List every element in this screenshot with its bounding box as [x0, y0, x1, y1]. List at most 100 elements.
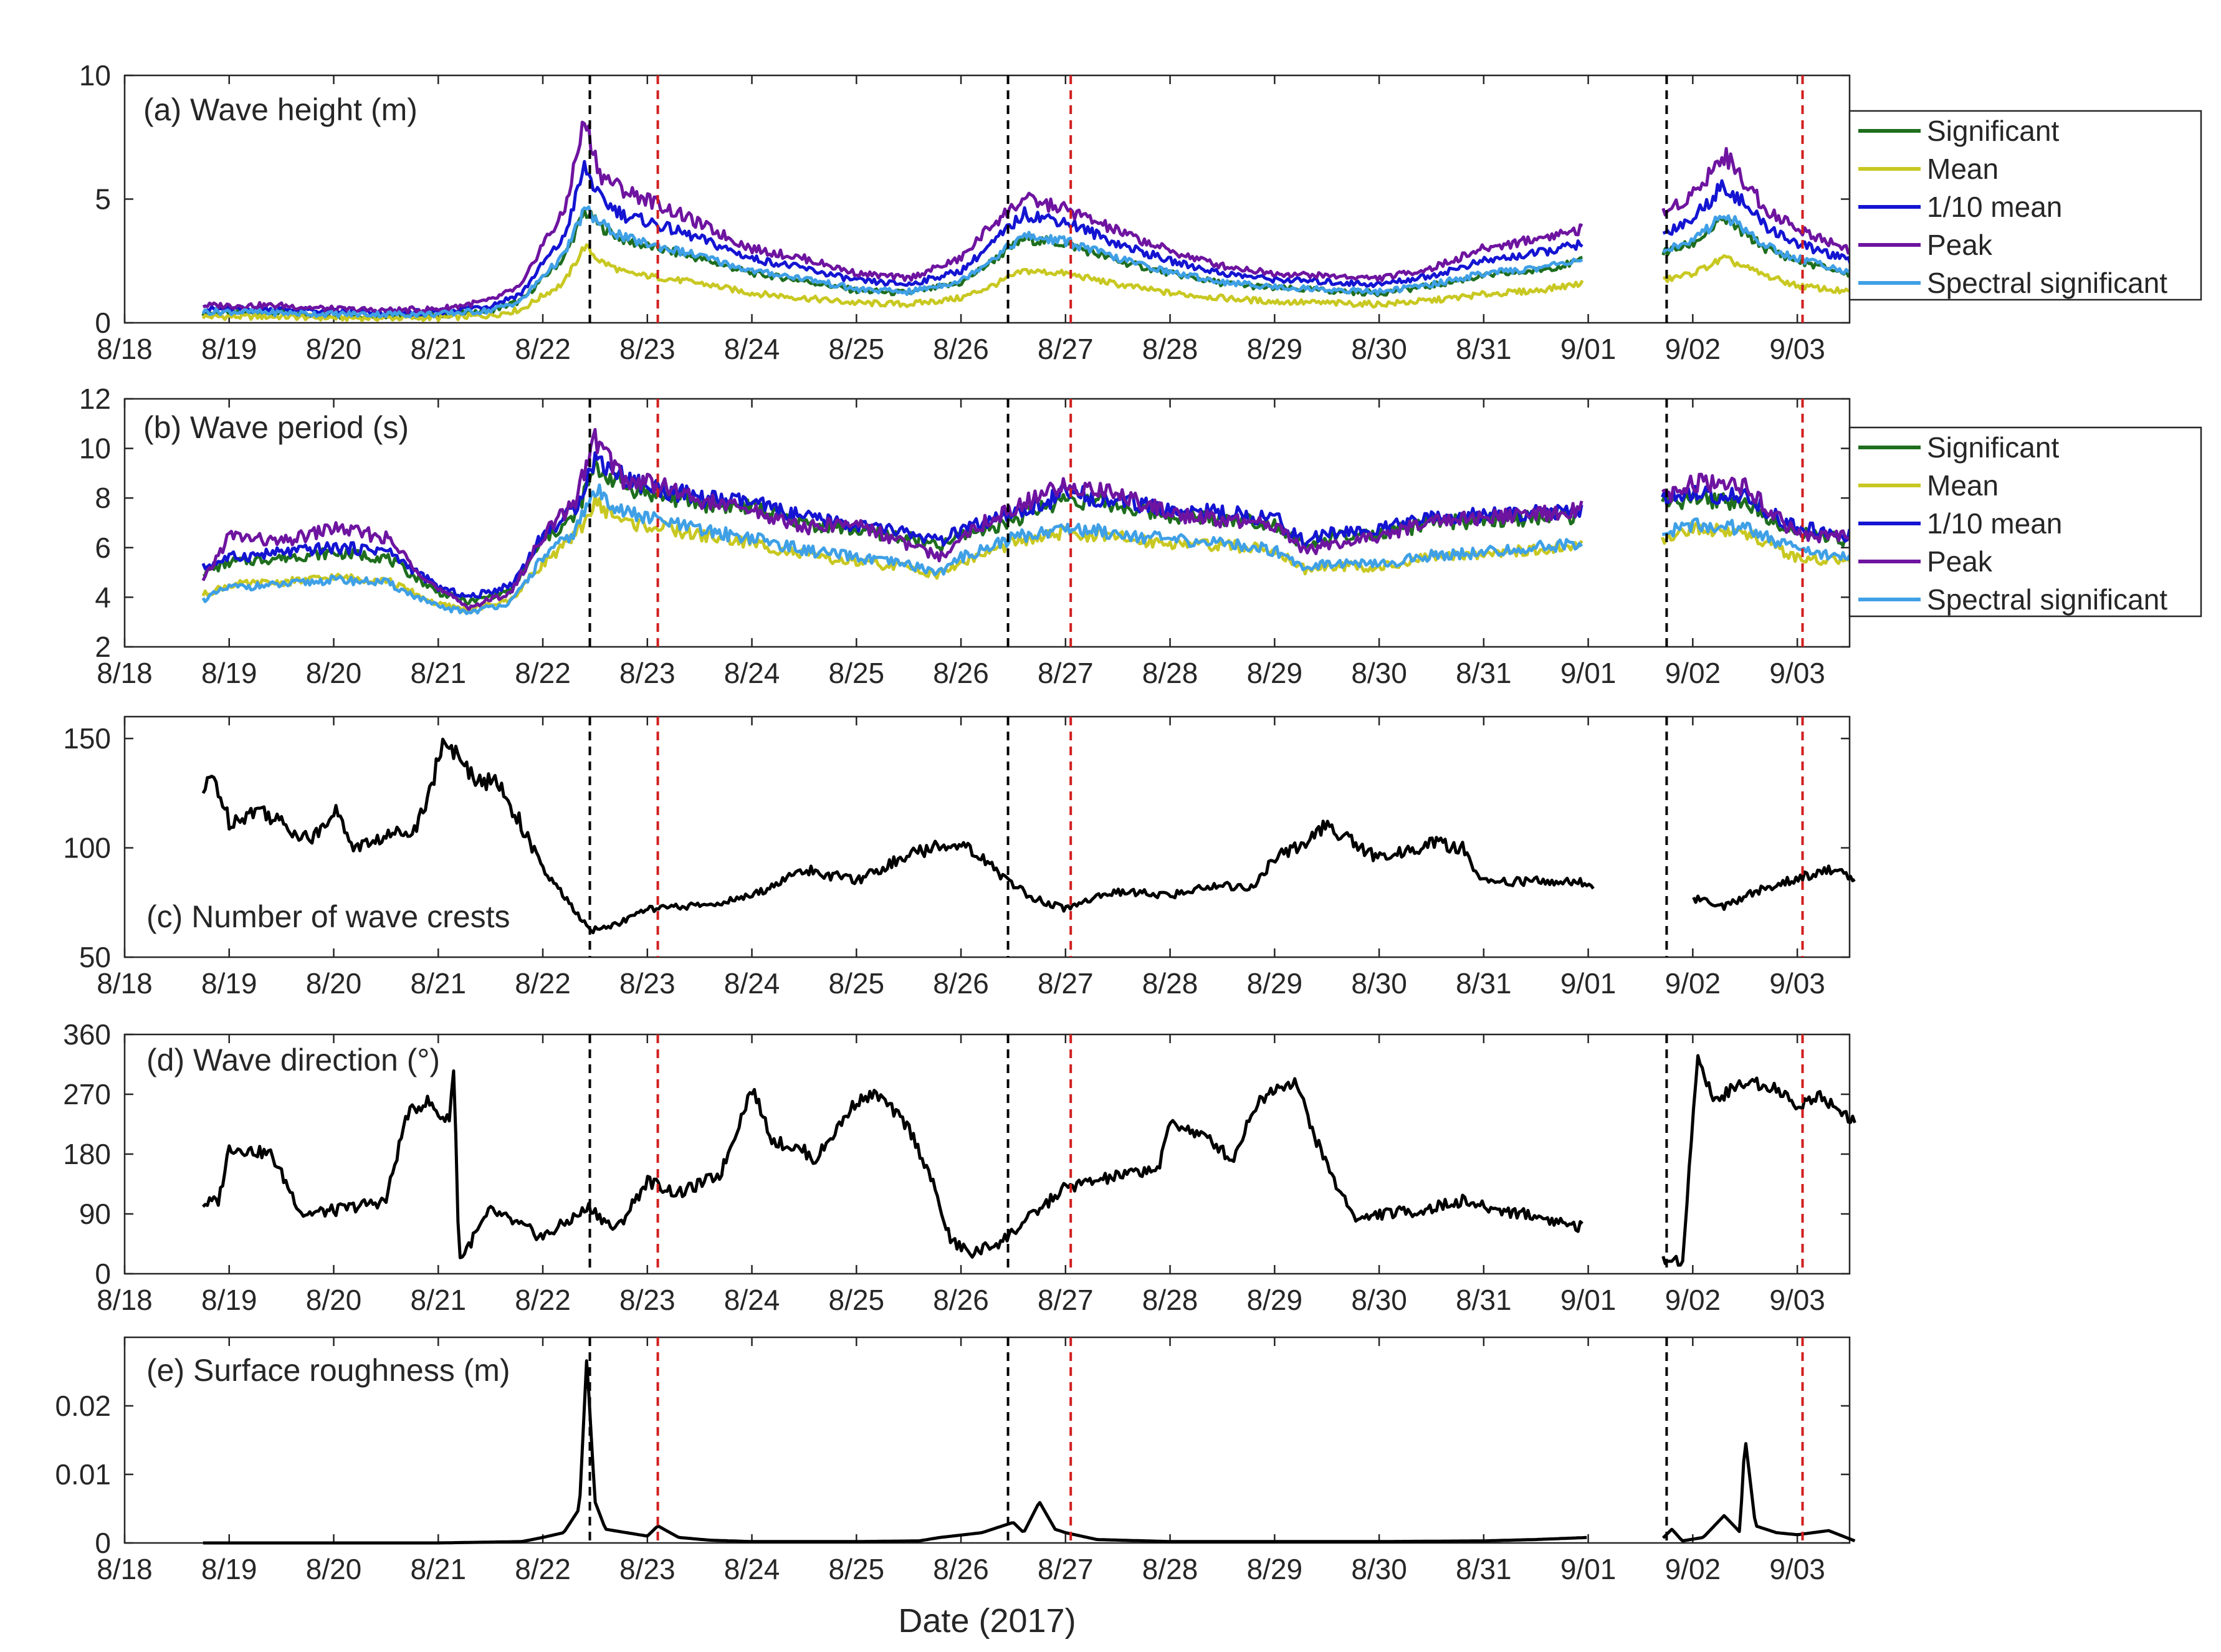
panel-d-chart: (d) Wave direction (°) 8/18 8/19 8/20 8/21 8…	[63, 1018, 1856, 1316]
panel-b-xtick-label: 8/18	[97, 657, 153, 689]
panel-c-xtick-label: 8/31	[1456, 967, 1512, 1000]
panel-b-series-spectral-significant	[201, 483, 1851, 616]
panel-d-xtick-label: 8/30	[1351, 1284, 1407, 1316]
panel-c-xtick-label: 9/03	[1769, 967, 1825, 1000]
legend-b-items: Significant Mean 1/10 mean Peak Spectral sig…	[1858, 431, 2167, 616]
panel-b-xtick-label: 9/01	[1560, 657, 1617, 689]
panel-d-xtick-label: 8/25	[829, 1284, 885, 1316]
panel-c-xtick-label: 9/02	[1665, 967, 1721, 1000]
panel-a-xtick-label: 8/20	[306, 333, 362, 365]
panel-e-xtick-label: 8/23	[619, 1553, 676, 1585]
panel-e-xtick-label: 8/29	[1247, 1553, 1303, 1585]
panel-d-title: (d) Wave direction (°)	[146, 1043, 440, 1077]
panel-c-xtick-label: 8/26	[933, 967, 989, 1000]
panel-b-series-1-10-mean	[201, 451, 1851, 599]
panel-a-xtick-label: 9/03	[1769, 333, 1825, 365]
panel-c-series-number-of-wave-crests	[201, 737, 1856, 935]
panel-e-xtick-label: 9/02	[1665, 1553, 1721, 1585]
panel-e-xtick-label: 8/21	[411, 1553, 467, 1585]
panel-a-xtick-label: 8/21	[411, 333, 467, 365]
panel-b-ytick-label: 4	[95, 581, 111, 613]
legend-a-label: Significant	[1927, 115, 2059, 147]
panel-c-xtick-label: 8/30	[1351, 967, 1407, 1000]
panel-e-ytick-label: 0.01	[55, 1458, 111, 1491]
panel-d-xtick-label: 8/21	[411, 1284, 467, 1316]
panel-b-chart: (b) Wave period (s) 8/18 8/19 8/20 8/21 8/22…	[79, 383, 1851, 689]
panel-a-ytick-label: 5	[95, 183, 111, 216]
panel-e-chart: (e) Surface roughness (m) 8/18 8/19 8/20 8/…	[55, 1336, 1856, 1585]
panel-a-xtick-label: 9/02	[1665, 333, 1721, 365]
panel-c-chart: (c) Number of wave crests 8/18 8/19 8/20 8/…	[63, 715, 1856, 1000]
panel-c-xtick-label: 8/25	[829, 967, 885, 1000]
panel-e-xtick-label: 8/28	[1142, 1553, 1198, 1585]
panel-c-xtick-label: 8/22	[515, 967, 571, 1000]
panel-b-xtick-label: 8/31	[1456, 657, 1512, 689]
panel-e-ytick-label: 0	[95, 1527, 111, 1559]
panel-d-xtick-label: 8/19	[201, 1284, 257, 1316]
panel-b-xtick-label: 9/02	[1665, 657, 1721, 689]
panel-c-xtick-label: 8/24	[724, 967, 780, 1000]
panel-d-xtick-label: 8/27	[1038, 1284, 1094, 1316]
panel-d-xtick-label: 8/18	[97, 1284, 153, 1316]
panel-d-marks: 8/18 8/19 8/20 8/21 8/22 8/23 8/24 8/25 8/26 8/27…	[63, 1018, 1856, 1316]
panel-b-ytick-label: 2	[95, 631, 111, 663]
panel-e-xtick-label: 8/25	[829, 1553, 885, 1585]
legend-b-label: Spectral significant	[1927, 583, 2167, 616]
panel-e-xtick-label: 8/26	[933, 1553, 989, 1585]
panel-a-xtick-label: 8/19	[201, 333, 257, 365]
panel-e-title: (e) Surface roughness (m)	[146, 1353, 510, 1388]
panel-b-marks: 8/18 8/19 8/20 8/21 8/22 8/23 8/24 8/25 8/26 8/27…	[79, 383, 1851, 689]
panel-a-xtick-label: 8/24	[724, 333, 780, 365]
panel-e-ytick-label: 0.02	[55, 1390, 111, 1422]
panel-c-xtick-label: 8/20	[306, 967, 362, 1000]
panel-b-series-peak	[201, 427, 1850, 611]
panel-c-marks: 8/18 8/19 8/20 8/21 8/22 8/23 8/24 8/25 8/26 8/27…	[63, 717, 1856, 1000]
panel-e-xtick-label: 9/03	[1769, 1553, 1825, 1585]
legend-b-label: 1/10 mean	[1927, 507, 2062, 540]
panel-a-xtick-label: 8/18	[97, 333, 153, 365]
legend-b: Significant Mean 1/10 mean Peak Spectral sig…	[1848, 426, 2202, 618]
panel-b-xtick-label: 8/24	[724, 657, 780, 689]
panel-e-xtick-label: 8/27	[1038, 1553, 1094, 1585]
panel-a-xtick-label: 8/28	[1142, 333, 1198, 365]
panel-b-xtick-label: 8/25	[829, 657, 885, 689]
panel-d-ytick-label: 180	[63, 1138, 111, 1170]
panel-e-xtick-label: 8/20	[306, 1553, 362, 1585]
panel-c-ytick-label: 50	[79, 941, 111, 973]
panel-b-xtick-label: 8/26	[933, 657, 989, 689]
panel-e-plot-area	[123, 1336, 1851, 1544]
panel-e-xtick-label: 8/19	[201, 1553, 257, 1585]
x-axis-label: Date (2017)	[898, 1602, 1076, 1640]
panel-d-xtick-label: 9/03	[1769, 1284, 1825, 1316]
panel-a-series-peak	[202, 120, 1856, 315]
panel-b-xtick-label: 8/21	[411, 657, 467, 689]
panel-a-xtick-label: 9/01	[1560, 333, 1617, 365]
panel-b-xtick-label: 8/23	[619, 657, 676, 689]
panel-a-xtick-label: 8/22	[515, 333, 571, 365]
panel-c-title: (c) Number of wave crests	[146, 899, 510, 934]
legend-a-label: Mean	[1927, 153, 1999, 185]
panel-d-xtick-label: 8/22	[515, 1284, 571, 1316]
panel-d-xtick-label: 8/31	[1456, 1284, 1512, 1316]
panel-a-xtick-label: 8/30	[1351, 333, 1407, 365]
panel-e-series-surface-roughness	[203, 1359, 1856, 1545]
panel-d-xtick-label: 8/20	[306, 1284, 362, 1316]
panel-b-xtick-label: 8/29	[1247, 657, 1303, 689]
panel-c-xtick-label: 9/01	[1560, 967, 1617, 1000]
panel-c-plot-area	[123, 715, 1851, 958]
panel-a-xtick-label: 8/29	[1247, 333, 1303, 365]
panel-d-series-wave-direction	[202, 1054, 1856, 1267]
panel-d-xtick-label: 8/24	[724, 1284, 780, 1316]
panel-e-marks: 8/18 8/19 8/20 8/21 8/22 8/23 8/24 8/25 8/26 8/27…	[55, 1337, 1856, 1585]
panel-a-ytick-label: 0	[95, 307, 111, 339]
panel-c-ytick-label: 100	[63, 832, 111, 864]
panel-e-xtick-label: 9/01	[1560, 1553, 1617, 1585]
panel-d-ytick-label: 90	[79, 1198, 111, 1230]
panel-a-xtick-label: 8/31	[1456, 333, 1512, 365]
panel-c-xtick-label: 8/18	[97, 967, 153, 1000]
panel-c-xtick-label: 8/28	[1142, 967, 1198, 1000]
panel-c-xtick-label: 8/19	[201, 967, 257, 1000]
panel-b-xtick-label: 8/28	[1142, 657, 1198, 689]
panel-c-xtick-label: 8/29	[1247, 967, 1303, 1000]
